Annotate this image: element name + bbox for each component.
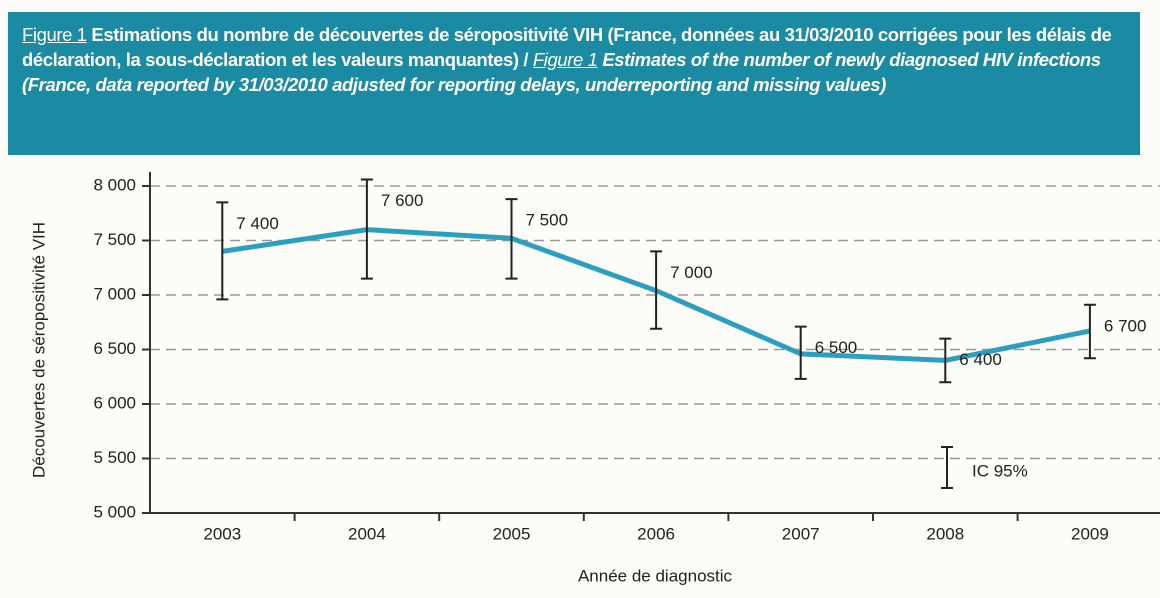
figure-header: Figure 1 Estimations du nombre de découv… xyxy=(8,12,1140,155)
x-tick-label: 2007 xyxy=(782,524,820,543)
y-tick-label: 6 000 xyxy=(93,393,136,412)
legend-symbol xyxy=(941,446,953,489)
y-tick-label: 7 000 xyxy=(93,284,136,303)
y-tick-label: 7 500 xyxy=(93,230,136,249)
x-tick-label: 2008 xyxy=(926,524,964,543)
data-label: 6 500 xyxy=(815,338,858,357)
data-label: 7 600 xyxy=(381,191,424,210)
error-bar xyxy=(939,337,952,384)
y-tick-label: 5 000 xyxy=(93,502,136,521)
x-tick-label: 2009 xyxy=(1071,524,1109,543)
error-bar xyxy=(360,178,373,280)
figure-title-en: Estimates of the number of newly diagnos… xyxy=(22,49,1101,95)
data-label: 6 700 xyxy=(1104,316,1147,335)
data-label: 7 500 xyxy=(526,211,569,230)
error-bar xyxy=(216,201,229,301)
x-tick-label: 2003 xyxy=(203,524,241,543)
y-tick-label: 5 500 xyxy=(93,448,136,467)
separator: / xyxy=(523,49,529,70)
error-bar xyxy=(794,325,807,380)
figure-title-fr: Estimations du nombre de découvertes de … xyxy=(22,24,1112,70)
data-label: 6 400 xyxy=(959,350,1002,369)
y-axis-title: Découvertes de séropositivité VIH xyxy=(29,222,48,478)
figure-label: Figure 1 xyxy=(22,24,87,45)
data-label: 7 400 xyxy=(236,214,279,233)
error-bar xyxy=(505,198,518,280)
x-axis-title: Année de diagnostic xyxy=(578,566,733,585)
error-bar xyxy=(1083,303,1096,360)
y-tick-label: 8 000 xyxy=(93,175,136,194)
x-tick-label: 2006 xyxy=(637,524,675,543)
x-tick-label: 2005 xyxy=(493,524,531,543)
y-tick-label: 6 500 xyxy=(93,339,136,358)
legend-label: IC 95% xyxy=(972,461,1028,480)
x-tick-label: 2004 xyxy=(348,524,386,543)
figure-label: Figure 1 xyxy=(532,49,598,70)
data-label: 7 000 xyxy=(670,263,713,282)
error-bar xyxy=(650,250,663,330)
